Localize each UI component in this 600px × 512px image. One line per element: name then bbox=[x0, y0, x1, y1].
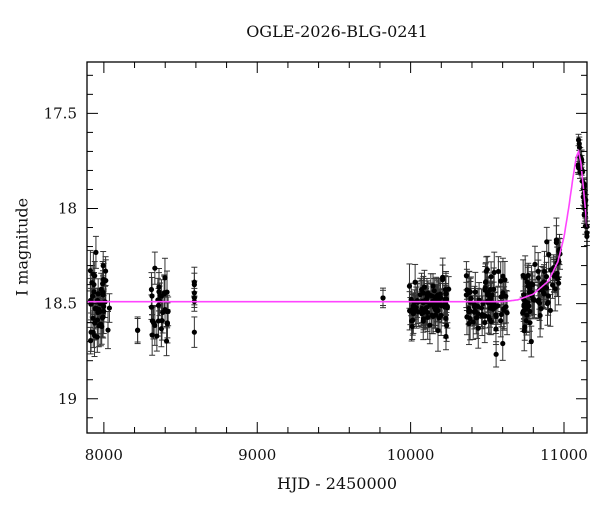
y-tick-label: 17.5 bbox=[44, 104, 77, 122]
plot-frame bbox=[86, 61, 588, 434]
x-tick-label: 10000 bbox=[387, 446, 435, 464]
axis-ticks bbox=[87, 62, 587, 433]
x-tick-label: 11000 bbox=[540, 446, 588, 464]
error-bars bbox=[87, 133, 590, 368]
x-tick-label: 8000 bbox=[85, 446, 123, 464]
x-tick-label: 9000 bbox=[238, 446, 276, 464]
chart-title: OGLE-2026-BLG-0241 bbox=[246, 22, 428, 41]
y-tick-labels: 17.5 18 18.5 19 bbox=[44, 104, 77, 407]
model-curve bbox=[87, 148, 588, 303]
y-tick-label: 19 bbox=[58, 390, 77, 408]
x-tick-labels: 8000 9000 10000 11000 bbox=[85, 446, 588, 464]
y-tick-label: 18.5 bbox=[44, 295, 77, 313]
y-tick-label: 18 bbox=[58, 199, 77, 217]
x-axis-label: HJD - 2450000 bbox=[276, 474, 398, 493]
